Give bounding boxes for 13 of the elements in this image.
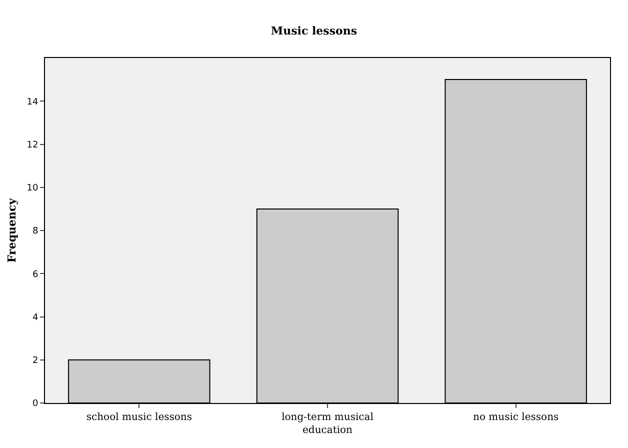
x-tick-label: school music lessons [86, 412, 192, 423]
chart-title: Music lessons [270, 24, 358, 38]
x-tick-label: no music lessons [473, 412, 559, 423]
y-tick-label: 6 [32, 270, 38, 280]
x-tick-label: long-term musical education [282, 412, 374, 436]
y-axis-title: Frequency [5, 198, 18, 263]
y-tick-label: 12 [26, 140, 38, 150]
y-tick-label: 10 [26, 184, 38, 194]
y-tick-label: 8 [32, 226, 38, 237]
y-tick-label: 4 [32, 312, 38, 323]
y-tick-label: 2 [32, 356, 38, 366]
y-tick-label: 0 [32, 399, 38, 410]
y-tick-label: 14 [26, 97, 38, 108]
